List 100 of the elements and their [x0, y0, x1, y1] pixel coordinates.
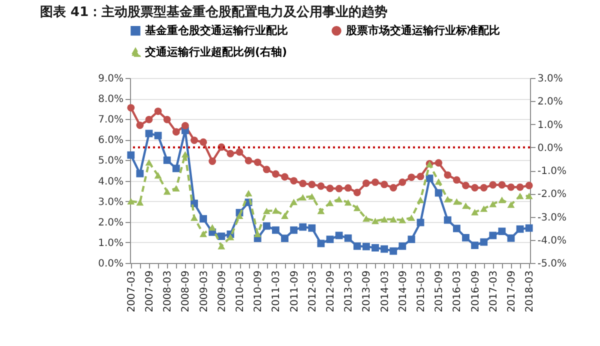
x-tick-label: 2007-03: [126, 270, 138, 312]
x-tick-label: 2016-09: [470, 270, 482, 312]
point: [372, 178, 379, 186]
point: [426, 174, 434, 182]
point: [344, 199, 352, 206]
point: [317, 182, 325, 190]
x-tick-label: 2008-09: [180, 270, 192, 312]
point: [163, 156, 171, 164]
point: [163, 188, 171, 195]
y-tick-label: 6.0%: [98, 135, 124, 146]
point: [380, 180, 388, 188]
point: [335, 196, 343, 202]
y-tick-label: 7.0%: [98, 114, 124, 126]
point: [507, 234, 515, 242]
point: [172, 128, 180, 136]
y-tick-label: 4.0%: [98, 176, 124, 188]
point: [299, 194, 307, 201]
y2-tick-label: 0.0%: [538, 142, 563, 154]
point: [362, 242, 370, 250]
point: [489, 200, 497, 208]
point: [380, 245, 388, 253]
point: [290, 177, 298, 184]
x-tick-label: 2016-03: [452, 270, 464, 312]
y2-tick-label: -3.0%: [538, 212, 567, 224]
point: [489, 232, 497, 240]
point: [172, 164, 180, 172]
y2-tick-label: -4.0%: [538, 235, 567, 246]
point: [262, 166, 270, 174]
point: [127, 104, 135, 112]
point: [498, 228, 506, 236]
x-tick-label: 2013-03: [344, 270, 355, 312]
y-tick-label: 2.0%: [98, 217, 124, 228]
y-tick-label: 0.0%: [98, 258, 124, 270]
point: [208, 224, 216, 231]
point: [218, 242, 226, 250]
x-tick-label: 2015-03: [416, 270, 427, 312]
chart-title: 图表 41：主动股票型基金重仓股配置电力及公用事业的趋势: [40, 4, 388, 20]
point: [136, 170, 144, 178]
y2-tick-label: 1.0%: [538, 120, 563, 131]
y2-tick-label: -2.0%: [538, 189, 567, 200]
legend-label: 交通运输行业超配比例(右轴): [144, 46, 288, 58]
point: [272, 207, 280, 214]
point: [452, 176, 460, 184]
point: [444, 171, 452, 179]
point: [471, 208, 479, 216]
point: [398, 216, 406, 224]
point: [444, 196, 452, 202]
point: [190, 136, 198, 144]
x-tick-label: 2010-03: [235, 270, 246, 312]
x-tick-label: 2014-09: [398, 270, 409, 312]
point: [390, 247, 398, 255]
point: [525, 192, 533, 200]
point: [317, 208, 325, 214]
point: [200, 215, 208, 223]
point: [398, 178, 406, 186]
x-tick-label: 2011-03: [271, 270, 282, 312]
point: [200, 230, 208, 238]
point: [507, 202, 515, 208]
point: [272, 226, 280, 234]
point: [416, 172, 424, 180]
point: [471, 184, 479, 192]
point: [434, 159, 442, 167]
point: [462, 182, 470, 190]
point: [362, 215, 370, 222]
point: [480, 205, 488, 212]
point: [326, 184, 334, 192]
point: [480, 184, 488, 192]
point: [290, 198, 298, 206]
point: [434, 189, 442, 197]
point: [390, 184, 398, 192]
point: [471, 242, 479, 250]
point: [335, 232, 343, 240]
x-tick-label: 2017-03: [488, 270, 500, 312]
y-tick-label: 5.0%: [98, 156, 124, 167]
point: [236, 212, 244, 220]
x-tick-label: 2007-09: [144, 270, 156, 312]
point: [272, 170, 280, 178]
point: [317, 240, 325, 248]
point: [452, 198, 460, 205]
point: [462, 202, 470, 209]
point: [154, 108, 162, 115]
x-tick-label: 2009-09: [216, 270, 228, 312]
x-tick-label: 2013-09: [362, 270, 373, 312]
point: [326, 236, 334, 244]
point: [299, 180, 307, 188]
point: [344, 184, 352, 192]
point: [281, 234, 288, 242]
y2-tick-label: 2.0%: [538, 96, 563, 108]
point: [408, 174, 416, 181]
point: [262, 208, 270, 214]
point: [181, 151, 189, 158]
point: [353, 242, 361, 250]
legend-label: 基金重仓股交通运输行业配比: [144, 24, 288, 37]
point: [154, 172, 162, 179]
point: [254, 230, 262, 238]
point: [452, 224, 460, 232]
point: [254, 158, 262, 166]
point: [172, 185, 180, 192]
point: [390, 216, 398, 223]
point: [290, 226, 298, 234]
